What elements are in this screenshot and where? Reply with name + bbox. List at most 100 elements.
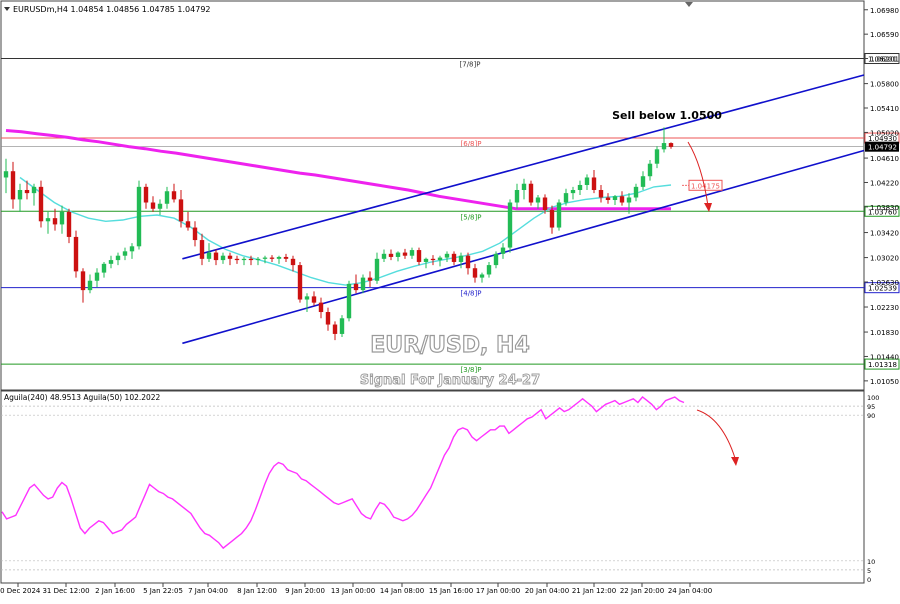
time-tick-label: 30 Dec 2024 <box>0 587 41 595</box>
candle <box>234 255 240 264</box>
candle <box>339 315 345 338</box>
candle <box>164 186 170 209</box>
candle <box>122 247 128 261</box>
time-tick-label: 17 Jan 00:00 <box>476 587 520 595</box>
candle <box>115 252 121 266</box>
oscillator-tick-label: 0 <box>867 576 871 584</box>
oscillator-tick-label: 5 <box>867 567 871 575</box>
candle <box>178 189 184 228</box>
candle <box>213 249 219 266</box>
candle <box>500 243 506 259</box>
murray-level-label: [4/8]P <box>461 290 482 298</box>
candle <box>17 183 23 212</box>
candle <box>584 174 590 190</box>
price-tick-label: 1.01050 <box>870 378 899 386</box>
price-tick-label: 1.03020 <box>870 255 899 263</box>
sell-annotation: Sell below 1.0500 <box>612 109 722 122</box>
murray-level-label: [3/8]P <box>461 366 482 374</box>
murray-level-label: [7/8]P <box>460 61 481 69</box>
price-arrowhead-icon <box>704 203 712 212</box>
candle <box>108 255 114 269</box>
price-tick-label: 1.03420 <box>870 230 899 238</box>
candle <box>10 161 16 209</box>
channel-lower-line <box>182 149 865 345</box>
candle <box>24 180 30 200</box>
oscillator-arrowhead-icon <box>731 457 739 466</box>
time-tick-label: 5 Jan 22:05 <box>143 587 183 595</box>
candle <box>479 272 485 283</box>
candle <box>220 252 226 264</box>
chart-shift-marker-icon[interactable] <box>685 2 693 7</box>
candle <box>640 171 646 190</box>
candle <box>528 180 534 206</box>
candle <box>486 261 492 278</box>
svg-text:1.02539: 1.02539 <box>868 285 897 293</box>
time-tick-label: 21 Jan 12:00 <box>572 587 616 595</box>
chart-subtitle: Signal For January 24-27 <box>360 373 540 388</box>
candle <box>521 178 527 200</box>
time-tick-label: 24 Jan 04:00 <box>668 587 712 595</box>
candle <box>598 184 604 203</box>
candle <box>367 271 373 287</box>
svg-text:1.04930: 1.04930 <box>868 135 897 143</box>
main-pane-frame <box>0 0 865 391</box>
channel-upper-line <box>182 74 865 260</box>
candle <box>647 159 653 181</box>
candle <box>94 268 100 287</box>
candle <box>304 293 310 313</box>
candle <box>241 256 247 266</box>
candle <box>87 274 93 294</box>
price-tick-label: 1.06590 <box>870 31 899 39</box>
candle <box>206 243 212 262</box>
oscillator-tick-label: 95 <box>867 403 875 411</box>
candle <box>59 205 65 234</box>
chart-title: EUR/USD, H4 <box>370 333 530 358</box>
time-tick-label: 14 Jan 08:00 <box>380 587 424 595</box>
time-tick-label: 22 Jan 20:00 <box>620 587 664 595</box>
candle <box>668 142 674 149</box>
price-tick-label: 1.03830 <box>870 204 899 212</box>
candle <box>311 291 317 306</box>
candle <box>654 146 660 169</box>
candle <box>444 251 450 262</box>
murray-axis-tag: 1.01318 <box>864 358 900 370</box>
price-tick-label: 1.04610 <box>870 155 899 163</box>
target-price-tag: 1.04175 <box>688 179 723 191</box>
price-tick-label: 1.01440 <box>870 353 899 361</box>
candle <box>465 252 471 275</box>
candle <box>290 255 296 272</box>
candle <box>129 243 135 259</box>
annotations-layer: 1.04175 <box>682 141 723 212</box>
price-tick-label: 1.02630 <box>870 279 899 287</box>
candle <box>416 247 422 266</box>
oscillator-line <box>1 396 685 550</box>
time-tick-label: 13 Jan 00:00 <box>331 587 375 595</box>
oscillator-down-arrow-icon <box>696 409 736 459</box>
symbol-dropdown-icon[interactable] <box>4 7 10 11</box>
murray-axis-tag: 1.03760 <box>864 205 900 217</box>
candle <box>472 263 478 283</box>
svg-text:1.01318: 1.01318 <box>868 361 897 369</box>
candle <box>276 255 282 264</box>
candle <box>535 195 541 209</box>
candle <box>549 205 555 234</box>
candle <box>73 230 79 278</box>
candle <box>332 321 338 341</box>
candle <box>493 251 499 269</box>
price-tick-label: 1.06980 <box>870 7 899 15</box>
candle <box>661 127 667 153</box>
candle <box>353 274 359 294</box>
svg-text:1.04792: 1.04792 <box>868 144 897 152</box>
time-axis: 30 Dec 2024 31 Dec 12:00 2 Jan 16:00 5 Jan … <box>0 583 712 595</box>
price-down-arrow-icon <box>687 141 709 207</box>
candle <box>157 199 163 216</box>
candle <box>171 183 177 203</box>
candle <box>430 255 436 266</box>
candle <box>402 248 408 259</box>
time-tick-label: 9 Jan 20:00 <box>285 587 325 595</box>
candle <box>31 183 37 206</box>
time-tick-label: 31 Dec 12:00 <box>42 587 89 595</box>
candles-layer <box>3 127 674 341</box>
